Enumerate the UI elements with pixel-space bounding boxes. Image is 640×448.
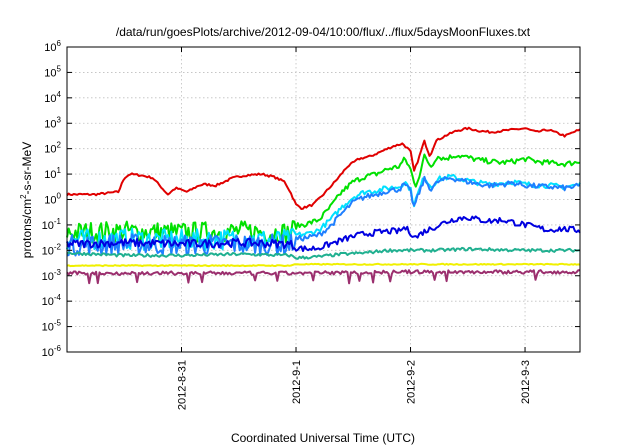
- series-line: [66, 262, 581, 268]
- series-line: [66, 269, 581, 285]
- y-tick-label: 10-5: [42, 319, 62, 334]
- y-tick-label: 10-2: [42, 242, 62, 257]
- y-tick-label: 10-4: [42, 293, 62, 308]
- y-tick-label: 10-1: [42, 217, 62, 232]
- y-tick-label: 10-3: [42, 268, 62, 283]
- y-axis-tick-labels: 106 105 104 103 102 101 100 10-1 10-2 10-3 10-4 10-…: [42, 39, 62, 359]
- x-axis-tick-labels: 2012-8-31 2012-9-1 2012-9-2 2012-9-3: [177, 360, 533, 410]
- y-tick-label: 104: [44, 90, 61, 105]
- x-tick-label: 2012-8-31: [177, 360, 189, 410]
- y-tick-label: 103: [44, 115, 61, 130]
- x-tick-label: 2012-9-1: [291, 360, 303, 404]
- axis-ticks: [67, 46, 580, 353]
- y-tick-label: 105: [44, 64, 61, 79]
- series-line: [66, 153, 581, 244]
- grid-lines: [67, 47, 580, 352]
- y-tick-label: 102: [44, 141, 61, 156]
- y-tick-label: 10-6: [42, 344, 62, 359]
- y-axis-label: protons/cm2-s-sr-MeV: [19, 142, 34, 258]
- x-tick-label: 2012-9-3: [520, 360, 532, 404]
- series-line: [66, 246, 581, 260]
- y-tick-label: 101: [44, 166, 61, 181]
- series-line: [66, 215, 581, 252]
- y-tick-label: 100: [44, 192, 61, 207]
- series-line: [66, 126, 581, 210]
- y-tick-label: 106: [44, 39, 61, 54]
- x-axis-label: Coordinated Universal Time (UTC): [231, 431, 415, 445]
- chart-title: /data/run/goesPlots/archive/2012-09-04/1…: [116, 25, 531, 39]
- x-tick-label: 2012-9-2: [406, 360, 418, 404]
- data-series: [66, 126, 581, 285]
